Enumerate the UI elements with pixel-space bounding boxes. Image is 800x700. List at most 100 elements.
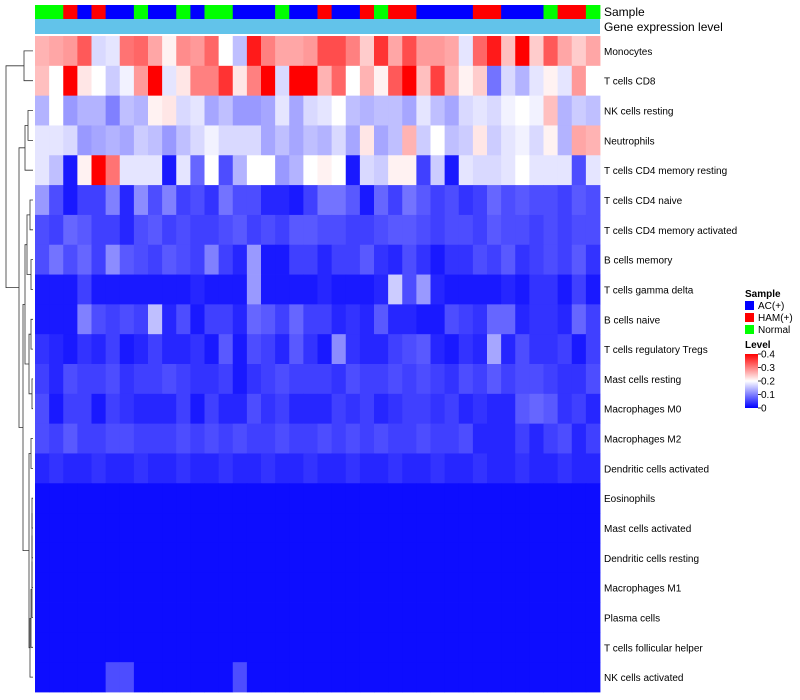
row-label: Dendritic cells resting [604, 554, 699, 565]
heatmap-cell [571, 662, 587, 693]
heatmap-cell [289, 632, 304, 663]
heatmap-cell [303, 304, 318, 335]
heatmap-cell [472, 572, 488, 603]
heatmap-cell [148, 274, 163, 305]
heatmap-cell [246, 95, 262, 126]
heatmap-cell [162, 274, 177, 305]
heatmap-cell [571, 423, 587, 454]
heatmap-cell [232, 65, 248, 97]
heatmap-cell [232, 602, 248, 633]
heatmap-cell [571, 244, 587, 275]
heatmap-cell [63, 662, 78, 693]
heatmap-cell [585, 244, 601, 275]
heatmap-cell [458, 304, 474, 335]
heatmap-cell [416, 453, 431, 484]
heatmap-cell [275, 483, 290, 514]
heatmap-cell [331, 632, 347, 663]
heatmap-cell [148, 95, 163, 126]
heatmap-cell [472, 274, 488, 305]
heatmap-cell [119, 125, 135, 156]
heatmap-cell [190, 155, 205, 186]
heatmap-cell [148, 602, 163, 633]
heatmap-cell [374, 632, 389, 663]
heatmap-cell [515, 513, 530, 544]
heatmap-cell [35, 483, 50, 514]
heatmap-cell [331, 572, 347, 603]
heatmap-cell [246, 185, 262, 216]
heatmap-cell [571, 155, 587, 186]
heatmap-cell [91, 542, 107, 574]
heatmap-cell [416, 602, 431, 633]
heatmap-cell [472, 304, 488, 335]
heatmap-cell [543, 632, 559, 663]
sample-annotation-cell [91, 5, 107, 19]
dendrogram-branch [30, 438, 33, 469]
heatmap-cell [515, 155, 530, 186]
heatmap-cell [317, 185, 333, 216]
heatmap-cell [331, 334, 347, 365]
heatmap-cell [77, 334, 92, 365]
heatmap-cell [345, 95, 361, 126]
level-tick-label: 0 [761, 404, 767, 415]
heatmap-cell [190, 572, 205, 603]
heatmap-cell [585, 632, 601, 663]
heatmap-cell [585, 155, 601, 186]
heatmap-cell [487, 155, 502, 186]
heatmap-cell [63, 274, 78, 305]
heatmap-cell [63, 214, 78, 246]
heatmap-cell [430, 185, 446, 216]
sample-annotation-cell [119, 5, 135, 19]
heatmap-cell [515, 65, 530, 97]
heatmap-cell [458, 542, 474, 574]
heatmap-cell [289, 393, 304, 425]
legend: Sample AC(+) HAM(+) Normal Level 0.40.30… [745, 289, 793, 415]
heatmap-cell [232, 572, 248, 603]
heatmap-cell [190, 65, 205, 97]
heatmap-cell [49, 513, 64, 544]
heatmap-cell [529, 423, 544, 454]
heatmap-cell [388, 214, 403, 246]
heatmap-cell [91, 36, 107, 67]
heatmap-cell [543, 334, 559, 365]
heatmap-cell [303, 602, 318, 633]
heatmap-cell [119, 483, 135, 514]
heatmap-cell [77, 513, 92, 544]
heatmap-cell [374, 513, 389, 544]
heatmap-cell [430, 36, 446, 67]
heatmap-cell [289, 513, 304, 544]
heatmap-cell [444, 244, 460, 275]
heatmap-cell [571, 304, 587, 335]
heatmap-cell [430, 602, 446, 633]
heatmap-cell [458, 393, 474, 425]
level-tick-label: 0.2 [761, 377, 775, 388]
heatmap-cell [275, 572, 290, 603]
heatmap-cell [501, 125, 516, 156]
heatmap-cell [515, 36, 530, 67]
dendrogram-branch [30, 318, 33, 350]
heatmap-cell [148, 65, 163, 97]
heatmap-cell [35, 244, 50, 275]
heatmap-cell [77, 125, 92, 156]
heatmap-cell [218, 423, 234, 454]
heatmap-cell [148, 513, 163, 544]
row-dendrogram [5, 50, 33, 678]
heatmap-cell [261, 334, 276, 365]
heatmap-cell [557, 125, 573, 156]
heatmap-cell [133, 125, 149, 156]
heatmap-cell [148, 572, 163, 603]
level-tick-label: 0.1 [761, 390, 775, 401]
heatmap-cell [416, 214, 431, 246]
dendrogram-branch [30, 259, 33, 290]
heatmap-cell [176, 334, 191, 365]
heatmap-cell [162, 572, 177, 603]
sample-annotation-cell [543, 5, 559, 19]
heatmap-cell [430, 155, 446, 186]
heatmap-cell [416, 155, 431, 186]
heatmap-cell [91, 95, 107, 126]
heatmap-cell [162, 453, 177, 484]
heatmap-cell [218, 334, 234, 365]
heatmap-cell [246, 65, 262, 97]
heatmap-cell [402, 304, 417, 335]
heatmap-cell [444, 572, 460, 603]
sample-legend-swatch-normal [745, 325, 754, 334]
